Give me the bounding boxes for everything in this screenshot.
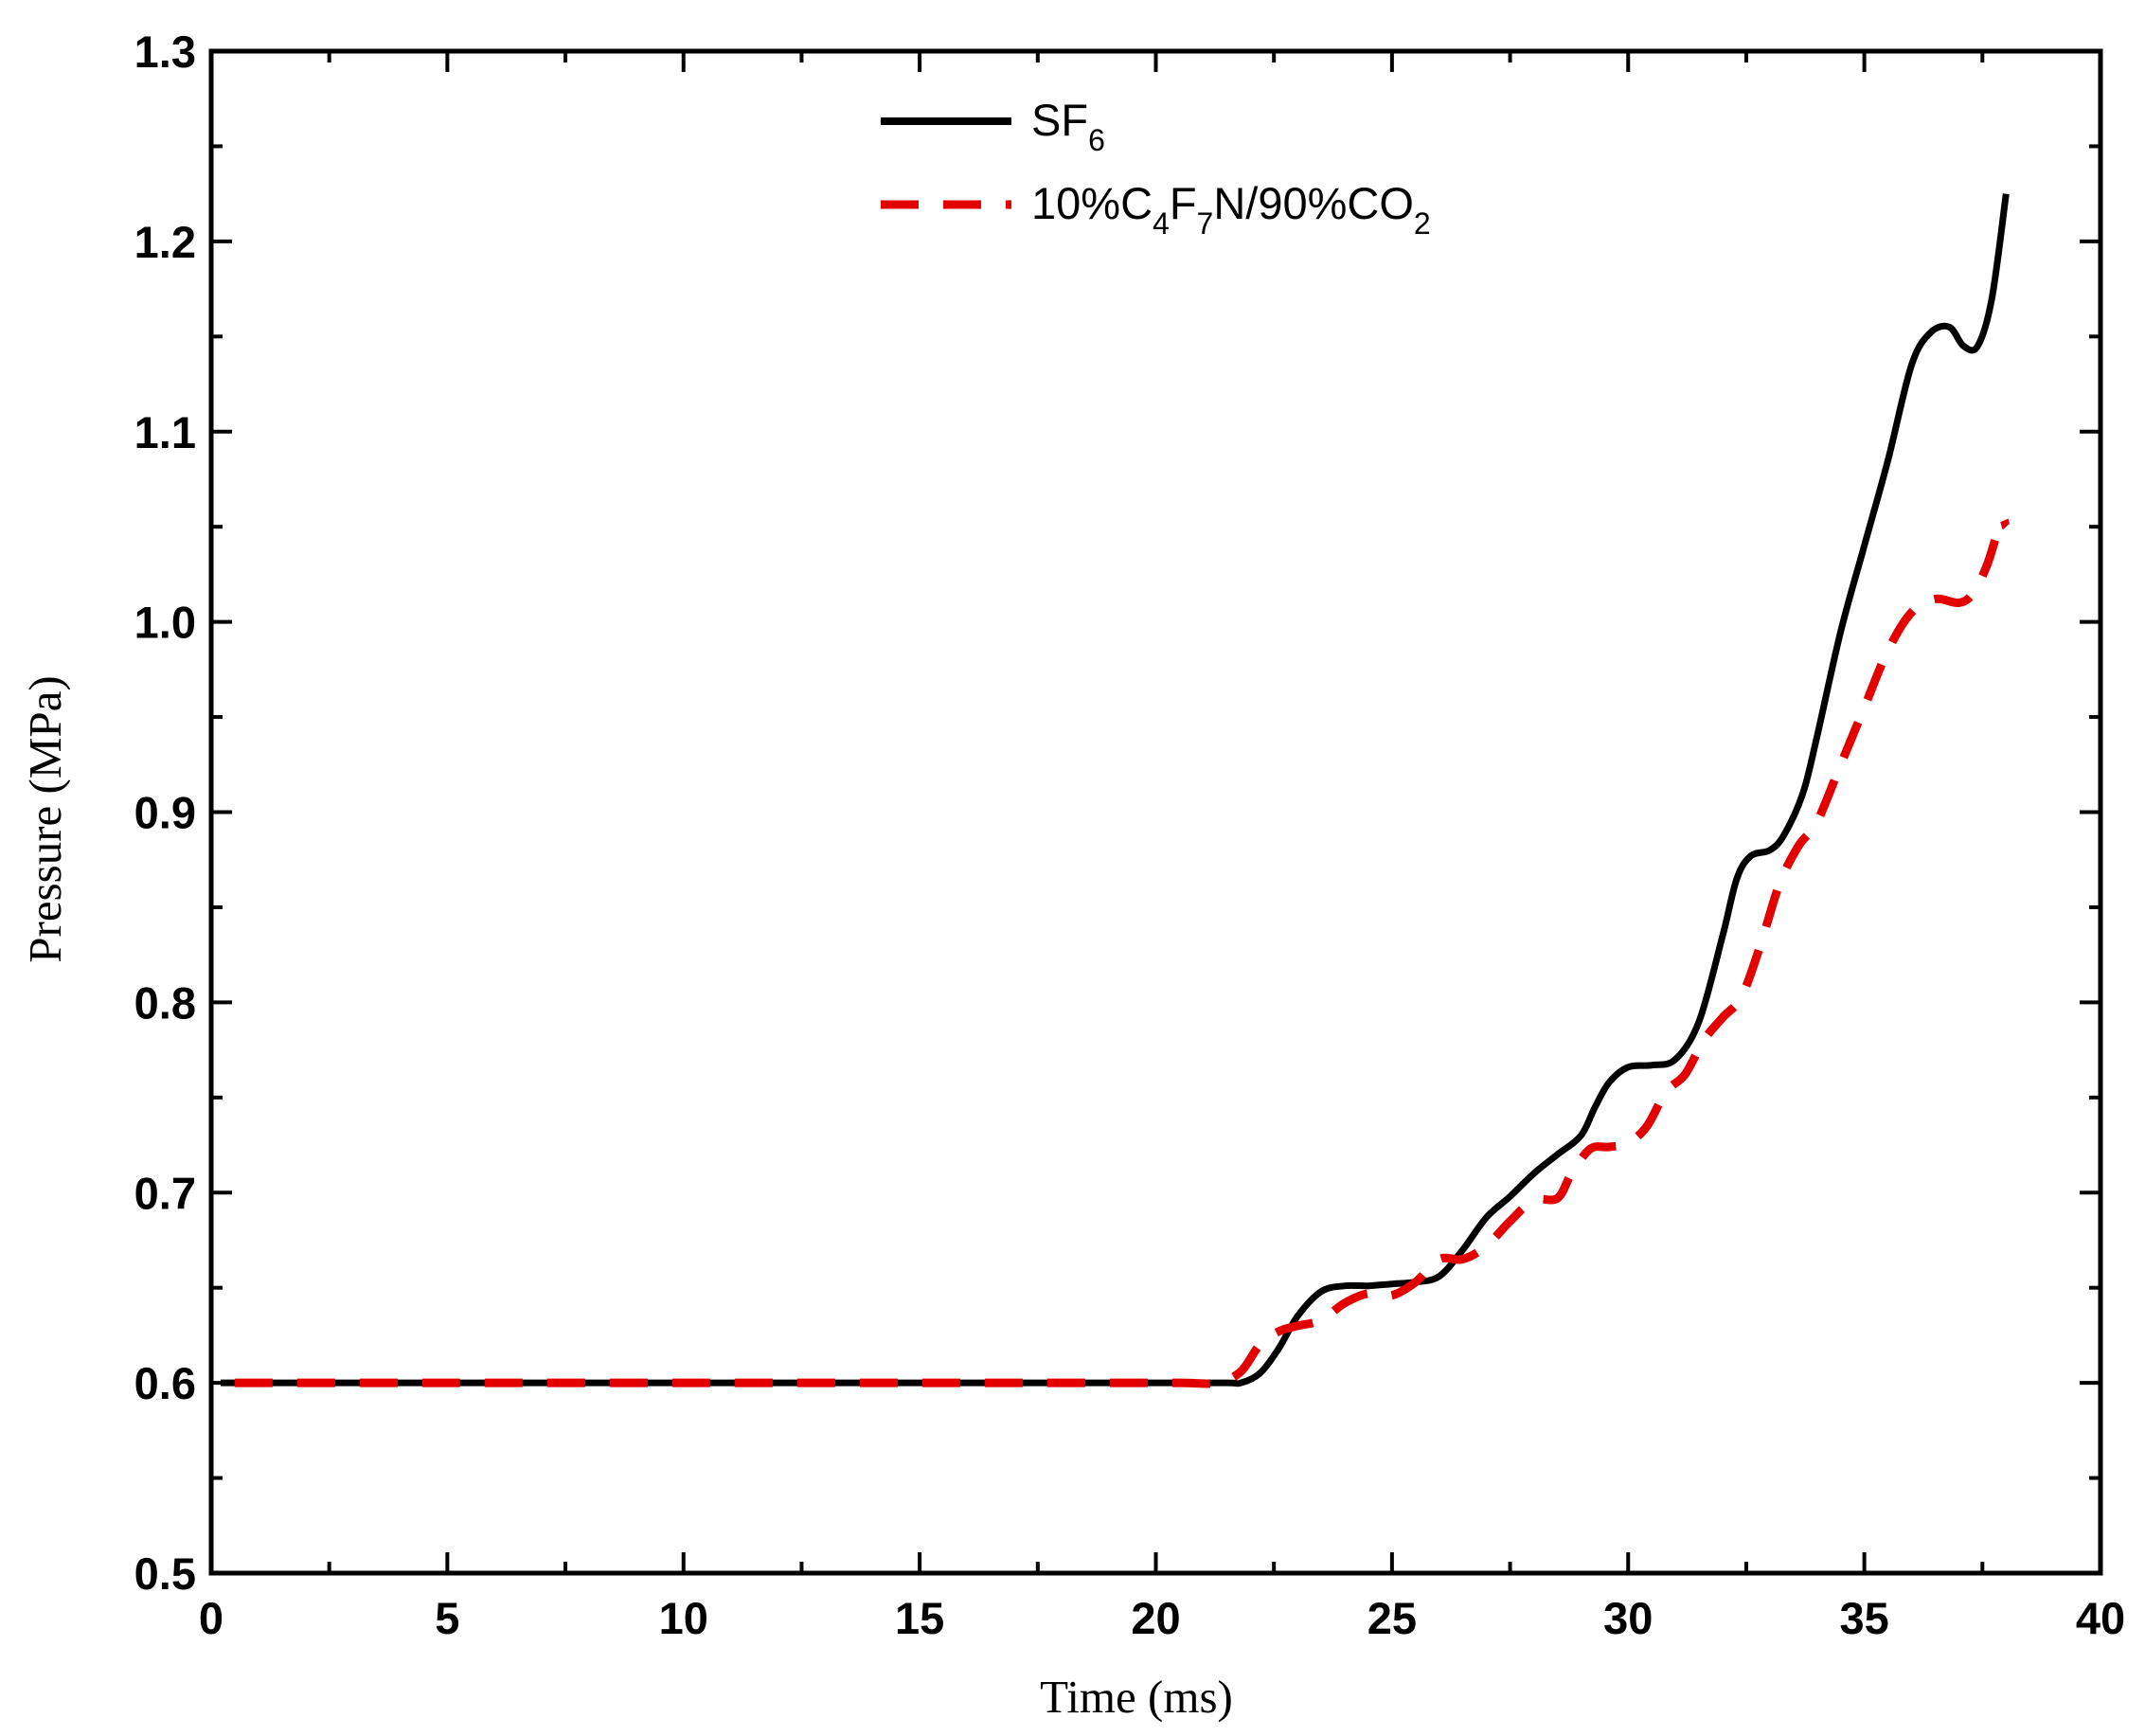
x-tick-label: 25	[1367, 1593, 1417, 1643]
y-tick-label: 0.7	[134, 1168, 196, 1218]
x-tick-label: 15	[895, 1593, 944, 1643]
y-tick-label: 1.0	[134, 598, 196, 648]
y-tick-label: 1.3	[134, 27, 196, 77]
series-line-sf6	[221, 193, 2010, 1387]
legend: SF6 10%C4F7N/90%CO2	[881, 95, 1431, 241]
y-tick-label: 0.5	[134, 1548, 196, 1599]
x-tick-label: 0	[199, 1593, 223, 1643]
plot-area	[221, 193, 2011, 1388]
x-tick-label: 20	[1131, 1593, 1180, 1643]
legend-label-sf6: SF6	[1031, 95, 1105, 157]
y-tick-label: 1.1	[134, 407, 196, 457]
x-tick-label: 10	[659, 1593, 708, 1643]
x-tick-label: 5	[435, 1593, 459, 1643]
y-tick-label: 1.2	[134, 217, 196, 267]
x-axis-title: Time (ms)	[1040, 1671, 1233, 1723]
y-tick-label: 0.6	[134, 1358, 196, 1408]
y-axis-title: Pressure (MPa)	[19, 675, 71, 962]
series-line-c4f7n-co2	[234, 514, 2011, 1388]
y-tick-label: 0.8	[134, 977, 196, 1028]
legend-label-c4f7n-co2: 10%C4F7N/90%CO2	[1031, 178, 1431, 241]
x-tick-label: 40	[2076, 1593, 2125, 1643]
x-tick-label: 35	[1839, 1593, 1888, 1643]
y-tick-label: 0.9	[134, 788, 196, 838]
x-tick-label: 30	[1603, 1593, 1653, 1643]
axis-ticks: 0 5 10 15 20 25 30 35 40 0.5 0.6 0.7 0.8 0.9 1.0 1.1 1.2…	[134, 27, 2125, 1643]
